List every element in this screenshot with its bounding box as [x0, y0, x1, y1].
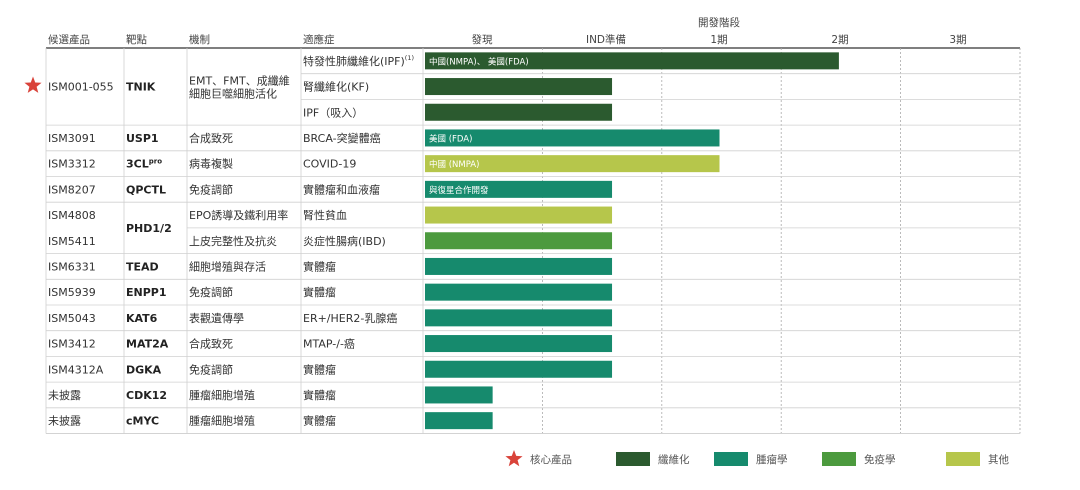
stage-super-header: 開發階段 [698, 16, 740, 29]
indication-text: BRCA-突變體癌 [303, 131, 381, 145]
indication-text: 實體瘤 [303, 259, 336, 273]
legend-label: 其他 [988, 453, 1009, 466]
progress-bar [425, 283, 613, 301]
header-candidate: 候選產品 [48, 33, 90, 46]
indication-text: 實體瘤 [303, 414, 336, 428]
target-name: USP1 [126, 132, 159, 145]
mechanism-text: EMT、FMT、成纖維 [189, 74, 290, 88]
indication-text: MTAP-/-癌 [303, 337, 355, 351]
indication-text: 實體瘤 [303, 388, 336, 402]
header-mechanism: 機制 [189, 33, 210, 46]
indication-text: 腎性貧血 [303, 208, 347, 222]
mechanism-text: 免疫調節 [189, 285, 233, 299]
target-name: DGKA [126, 363, 162, 376]
legend-label: 核心產品 [530, 453, 572, 466]
indication-text: 特發性肺纖維化(IPF)(1) [303, 54, 414, 68]
candidate-name: ISM001-055 [48, 81, 114, 94]
indication-text: 實體瘤 [303, 285, 336, 299]
indication-text: 炎症性腸病(IBD) [303, 234, 386, 248]
progress-bar [425, 360, 613, 378]
mechanism-text: 細胞增殖與存活 [189, 259, 266, 273]
bar-label: 中國 (NMPA) [429, 159, 479, 170]
header-stage-3: 2期 [831, 34, 848, 46]
target-name: 3CLpro [126, 158, 162, 171]
mechanism-text: 細胞巨噬細胞活化 [189, 87, 277, 101]
progress-bar [425, 103, 613, 121]
bar-label: 美國 (FDA) [429, 133, 472, 144]
legend-label: 纖維化 [658, 453, 690, 466]
candidate-name: ISM5411 [48, 235, 96, 248]
legend-swatch [946, 452, 980, 466]
legend-star-icon [505, 450, 523, 467]
target-name: QPCTL [126, 183, 166, 196]
progress-bar [425, 309, 613, 327]
bar-label: 中國(NMPA)、 美國(FDA) [429, 56, 529, 67]
candidate-name: ISM4312A [48, 363, 104, 376]
mechanism-text: 腫瘤細胞增殖 [189, 388, 255, 402]
progress-bar [425, 155, 720, 173]
candidate-name: ISM3312 [48, 158, 96, 171]
target-superscript: pro [149, 158, 162, 166]
target-name: cMYC [126, 415, 159, 428]
candidate-name: ISM4808 [48, 209, 96, 222]
progress-bar [425, 335, 613, 353]
mechanism-text: 免疫調節 [189, 362, 233, 376]
target-name: TEAD [126, 260, 159, 273]
progress-bar [425, 386, 493, 404]
header-indication: 適應症 [303, 33, 335, 46]
candidate-name: ISM5939 [48, 286, 96, 299]
candidate-name: ISM5043 [48, 312, 96, 325]
legend-label: 腫瘤學 [756, 453, 788, 466]
legend-swatch [714, 452, 748, 466]
target-name: KAT6 [126, 312, 158, 325]
mechanism-text: 上皮完整性及抗炎 [189, 234, 277, 248]
mechanism-text: 合成致死 [189, 337, 233, 351]
mechanism-text: 病毒複製 [189, 157, 233, 171]
mechanism-text: 免疫調節 [189, 182, 233, 196]
mechanism-text: 腫瘤細胞增殖 [189, 414, 255, 428]
target-name: CDK12 [126, 389, 167, 402]
legend-swatch [822, 452, 856, 466]
header-stage-1: IND準備 [586, 33, 626, 46]
target-name: TNIK [126, 81, 156, 94]
progress-bar [425, 206, 613, 224]
header-stage-4: 3期 [949, 34, 966, 46]
candidate-name: ISM3091 [48, 132, 96, 145]
header-target: 靶點 [126, 33, 147, 46]
header-stage-0: 發現 [472, 33, 493, 46]
progress-bar [425, 129, 720, 147]
candidate-name: 未披露 [48, 388, 81, 402]
candidate-name: 未披露 [48, 414, 81, 428]
indication-text: COVID-19 [303, 158, 356, 171]
target-name: ENPP1 [126, 286, 167, 299]
legend-swatch [616, 452, 650, 466]
indication-footnote: (1) [405, 54, 414, 62]
progress-bar [425, 52, 839, 70]
candidate-name: ISM8207 [48, 183, 96, 196]
header-stage-2: 1期 [710, 34, 727, 46]
progress-bar [425, 257, 613, 275]
indication-text: 腎纖維化(KF) [303, 80, 369, 94]
progress-bar [425, 232, 613, 250]
target-name: MAT2A [126, 338, 169, 351]
candidate-name: ISM3412 [48, 338, 96, 351]
bar-label: 與復星合作開發 [429, 185, 489, 196]
indication-text: 實體瘤和血液瘤 [303, 182, 380, 196]
candidate-name: ISM6331 [48, 260, 96, 273]
progress-bar [425, 78, 613, 96]
target-name-merged: PHD1/2 [126, 222, 172, 235]
core-product-star-icon [24, 76, 42, 93]
legend-label: 免疫學 [864, 453, 896, 466]
progress-bar [425, 412, 493, 430]
indication-text: IPF（吸入） [303, 106, 363, 119]
indication-text: 實體瘤 [303, 362, 336, 376]
mechanism-text: EPO誘導及鐵利用率 [189, 208, 288, 222]
mechanism-text: 合成致死 [189, 131, 233, 145]
indication-text: ER+/HER2-乳腺癌 [303, 311, 397, 325]
progress-bar [425, 180, 613, 198]
mechanism-text: 表觀遺傳學 [189, 311, 244, 325]
